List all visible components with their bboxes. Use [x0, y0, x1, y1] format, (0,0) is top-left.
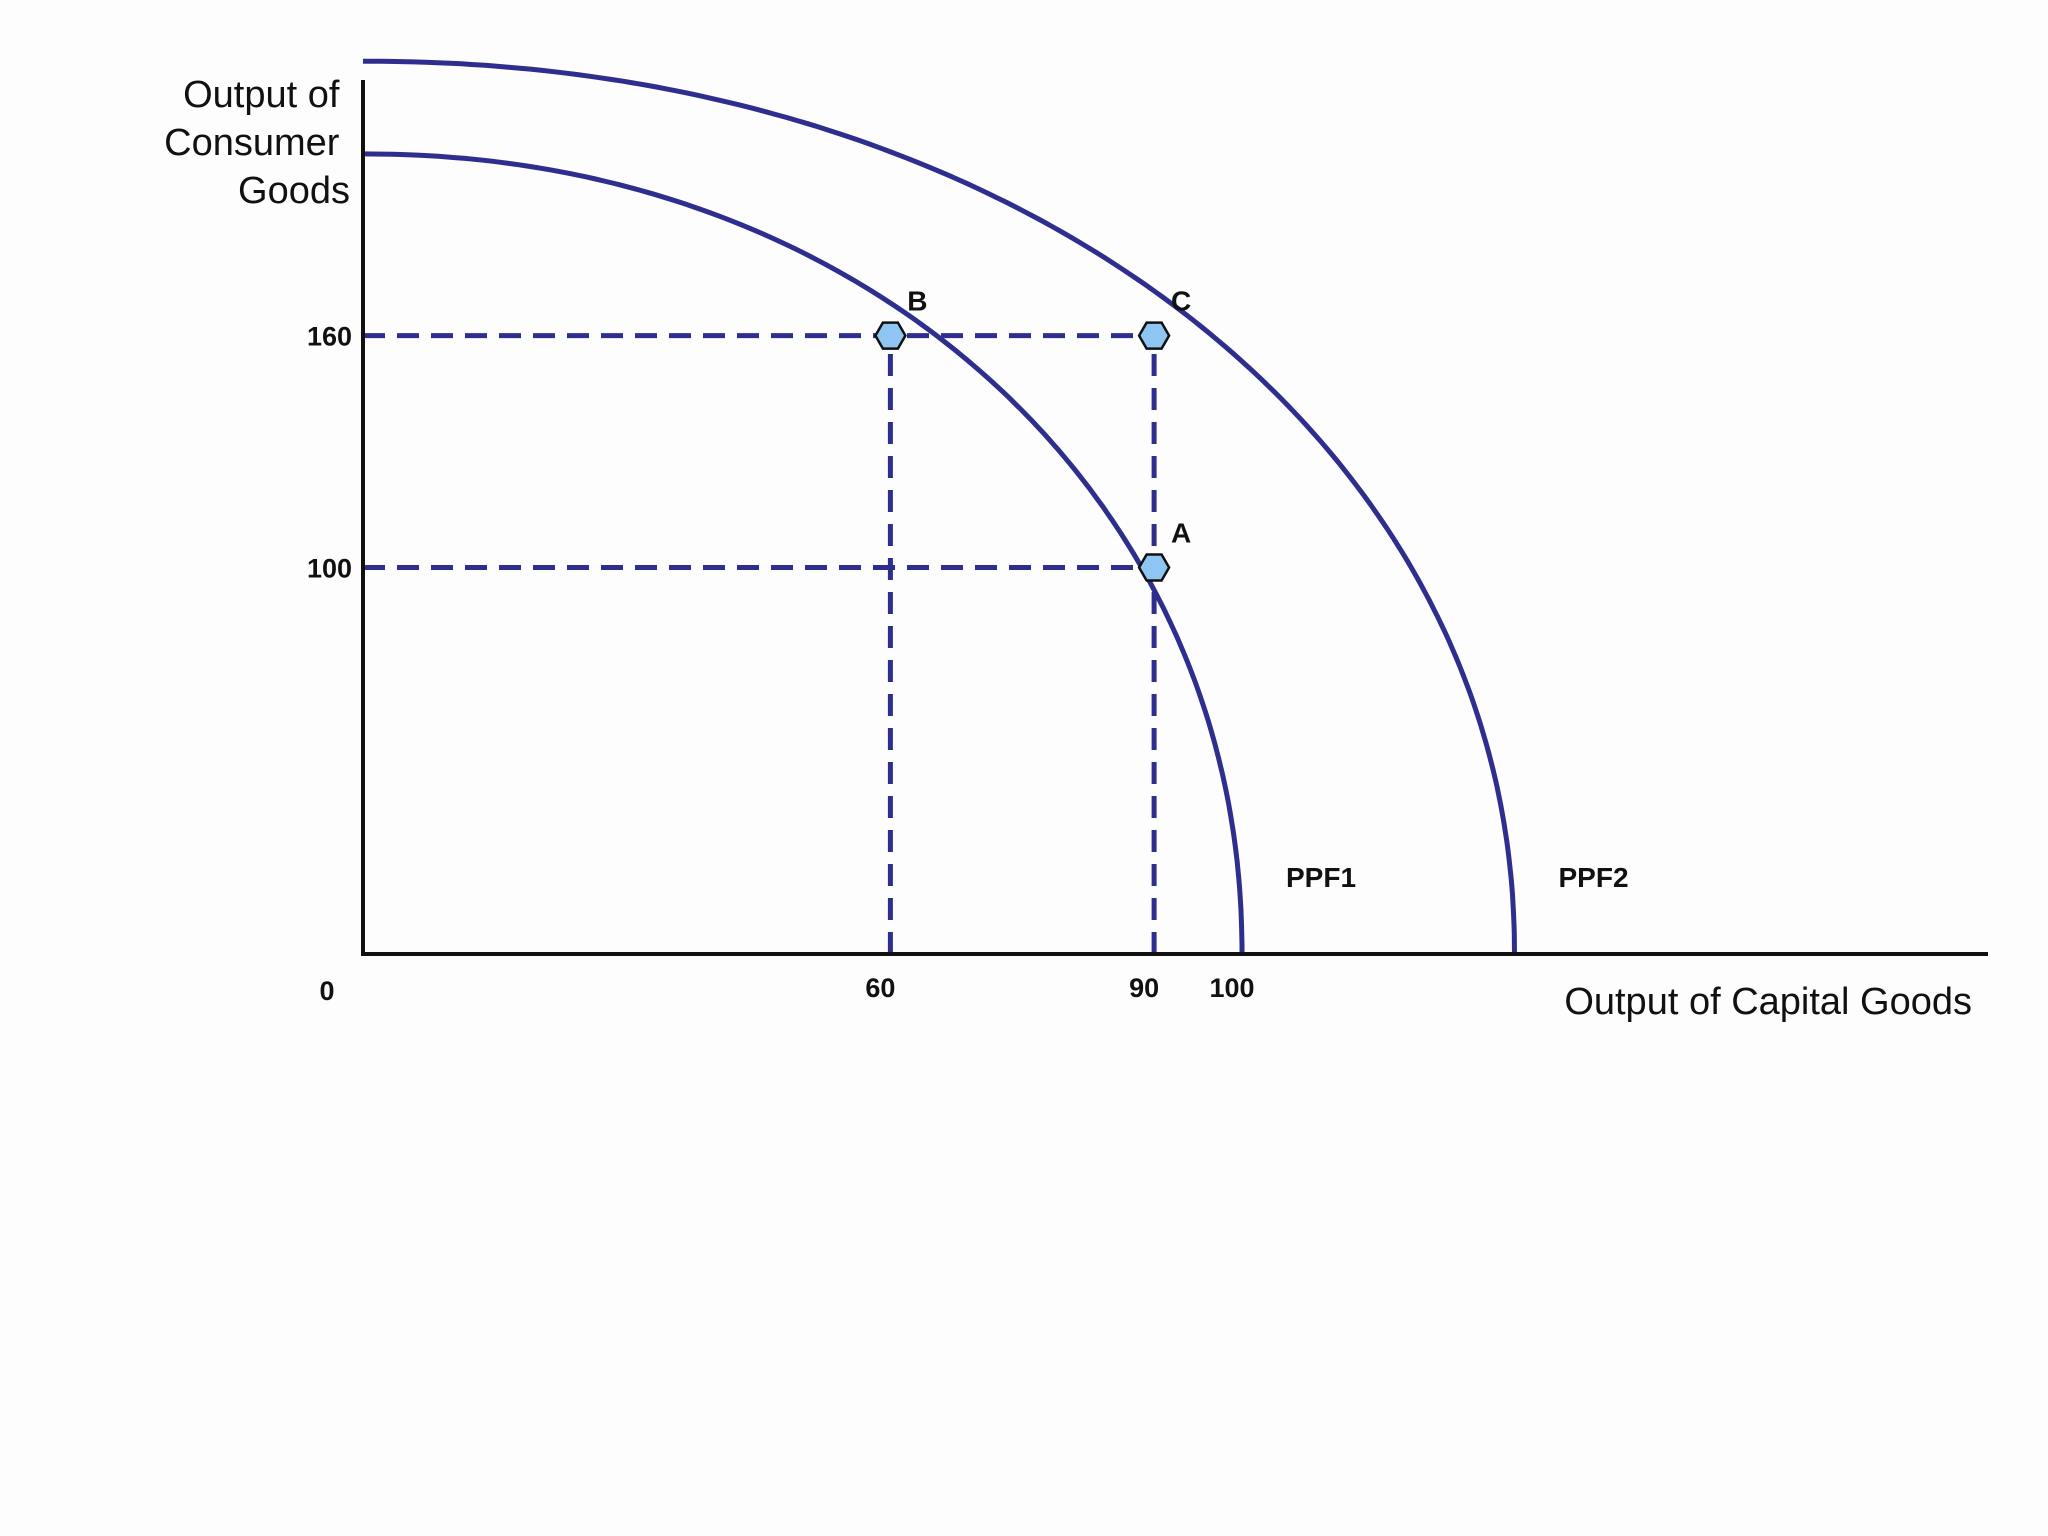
- point-label-a: A: [1171, 518, 1191, 549]
- point-label-b: B: [907, 286, 927, 317]
- y-axis-title-line-2: Consumer: [164, 122, 340, 164]
- y-tick-label-100: 100: [307, 554, 352, 584]
- point-marker-a: [1137, 553, 1171, 582]
- guide-lines: [363, 333, 1157, 954]
- series-labels: PPF1 PPF2: [1286, 862, 1629, 893]
- x-tick-label-60: 60: [865, 973, 895, 1003]
- y-axis-title-line-3: Goods: [238, 170, 350, 212]
- series-label-ppf1: PPF1: [1286, 862, 1356, 893]
- point-label-c: C: [1171, 286, 1191, 317]
- x-tick-label-100: 100: [1209, 973, 1254, 1003]
- ticks-layer: 60 90 100 160 100: [307, 322, 1255, 1003]
- y-axis-title: Output of Consumer Goods: [164, 74, 350, 212]
- ppf-curve-ppf2: [363, 58, 1517, 955]
- y-axis-title-line-1: Output of: [183, 74, 340, 116]
- points-layer: A B C: [873, 286, 1191, 582]
- series-label-ppf2: PPF2: [1558, 862, 1628, 893]
- x-axis-title: Output of Capital Goods: [1564, 981, 1972, 1023]
- ppf-curves: [362, 58, 1517, 955]
- point-marker-b: [873, 321, 907, 350]
- ppf-curve-ppf1: [362, 151, 1245, 954]
- y-tick-label-160: 160: [307, 322, 352, 352]
- x-tick-label-90: 90: [1129, 973, 1159, 1003]
- origin-label: 0: [319, 976, 334, 1006]
- point-marker-c: [1137, 321, 1171, 350]
